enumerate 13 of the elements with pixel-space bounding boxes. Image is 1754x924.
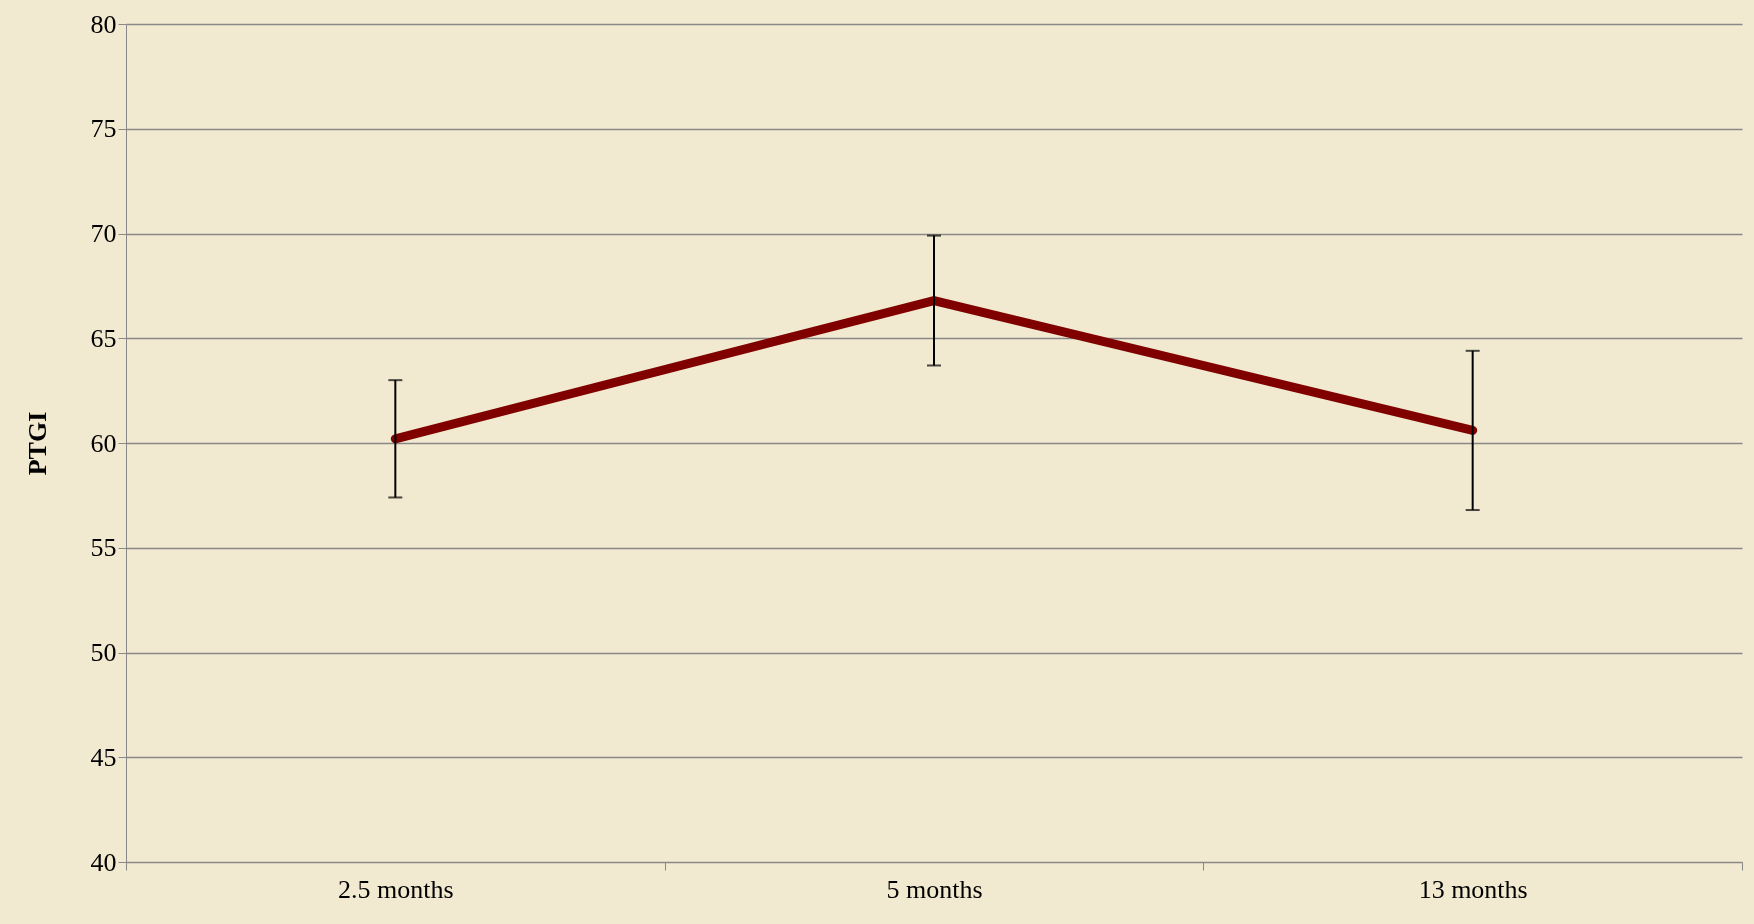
y-tick-label: 40 <box>90 847 117 877</box>
y-tick-label: 65 <box>90 323 117 353</box>
x-tick-label: 5 months <box>886 874 983 904</box>
y-tick-label: 80 <box>90 9 117 39</box>
y-axis-title: PTGI <box>22 411 52 476</box>
y-tick-label: 45 <box>90 742 117 772</box>
y-tick-label: 60 <box>90 428 117 458</box>
y-tick-label: 70 <box>90 219 117 248</box>
y-tick-label: 55 <box>90 533 117 563</box>
x-tick-label: 2.5 months <box>338 874 454 904</box>
x-tick-label: 13 months <box>1418 874 1528 904</box>
y-tick-label: 50 <box>90 638 117 667</box>
y-tick-label: 75 <box>90 114 117 144</box>
